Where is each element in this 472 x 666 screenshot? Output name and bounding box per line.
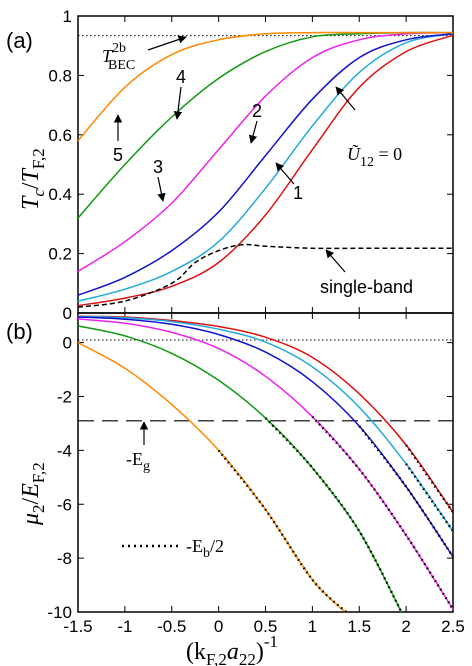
series-line-b-7 — [264, 417, 403, 613]
series-line-a-5 — [77, 31, 453, 142]
u12-annotation: Ũ12 = 0 — [347, 144, 402, 170]
series-line-a-3 — [77, 31, 454, 273]
y-tick-label: 0.4 — [48, 185, 72, 204]
y-tick-label: -6 — [57, 495, 72, 514]
eg-annotation: -Eg — [126, 449, 150, 474]
y-tick-label: 0.8 — [48, 66, 72, 85]
curve-4-arrow — [173, 86, 183, 120]
curve-label-2: 2 — [252, 101, 262, 121]
series-line-b-4 — [77, 325, 403, 613]
series-line-a-0 — [77, 34, 454, 307]
y-tick-label: 0 — [63, 334, 72, 353]
y-tick-label: -8 — [57, 549, 72, 568]
y-tick-label: -10 — [47, 603, 72, 622]
y-tick-label: -2 — [57, 388, 72, 407]
curve-1-arrow — [275, 162, 295, 185]
x-tick-label: -0.5 — [157, 617, 186, 636]
panel-a-label: (a) — [6, 28, 33, 53]
panel-b-ylabel: μ2/EF,2 — [18, 462, 48, 526]
series-line-b-6 — [217, 449, 347, 613]
series-line-b-3 — [77, 318, 454, 610]
y-tick-label: -4 — [57, 441, 72, 460]
x-tick-label: 0 — [214, 617, 223, 636]
x-tick-label: 2 — [401, 617, 410, 636]
series-line-b-8 — [311, 415, 455, 610]
x-tick-label: 1 — [308, 617, 317, 636]
y-tick-label: 0.6 — [48, 126, 72, 145]
y-tick-label: 0 — [63, 304, 72, 323]
x-axis-label: (kF,2a22)-1 — [186, 632, 278, 666]
panel-b-ticks: -1.5 -1 -0.5 0 0.5 1 1.5 2 2.5 0 -2 -4 -6 -8 -10 — [47, 313, 465, 636]
series-line-b-5 — [77, 341, 346, 613]
x-tick-label: 2.5 — [441, 617, 465, 636]
u12-arrow — [335, 86, 356, 111]
panel-a-curves — [77, 31, 454, 308]
panel-b-curves — [77, 315, 455, 613]
curve-label-3: 3 — [153, 157, 163, 177]
curve-label-5: 5 — [113, 145, 123, 165]
tbec-annotation: T2b BEC — [102, 41, 135, 73]
x-tick-label: -1.5 — [63, 617, 92, 636]
x-tick-label: 1.5 — [347, 617, 371, 636]
series-line-b-11 — [405, 444, 454, 513]
series-line-b-1 — [77, 315, 454, 532]
series-line-a-6 — [77, 243, 453, 308]
curve-label-4: 4 — [176, 67, 186, 87]
singleband-arrow — [325, 249, 346, 273]
series-line-a-2 — [77, 33, 454, 296]
series-line-a-1 — [77, 33, 454, 302]
panel-a-ylabel: Tc/TF,2 — [18, 148, 48, 210]
singleband-annotation: single-band — [320, 277, 413, 297]
series-line-b-0 — [77, 315, 454, 513]
x-tick-label: 0.5 — [254, 617, 278, 636]
curve-2-arrow — [248, 120, 258, 144]
curve-label-1: 1 — [293, 183, 303, 203]
y-tick-label: 1 — [63, 7, 72, 26]
y-tick-label: 0.2 — [48, 245, 72, 264]
curve-3-arrow — [157, 176, 166, 202]
panel-b-label: (b) — [6, 319, 33, 344]
series-line-b-10 — [405, 463, 454, 532]
x-tick-label: -1 — [117, 617, 132, 636]
tbec-arrow — [147, 35, 187, 51]
eb-annotation: -Eb/2 — [186, 536, 224, 561]
series-line-b-2 — [77, 316, 454, 558]
panel-a-ticks: 0 0.2 0.4 0.6 0.8 1 — [48, 7, 454, 323]
